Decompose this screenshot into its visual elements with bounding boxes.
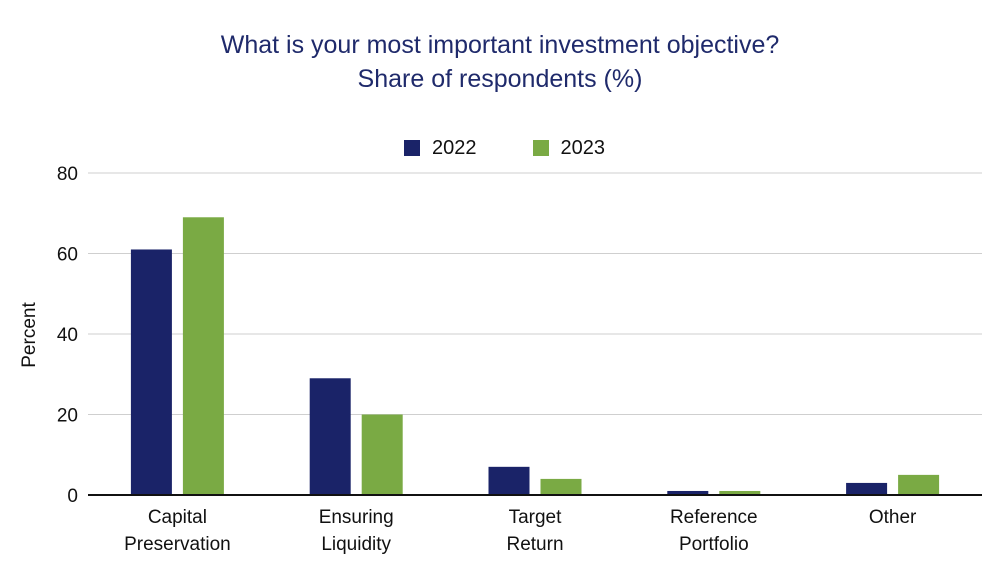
x-category-label: Capital bbox=[148, 507, 207, 528]
legend-label-2023: 2023 bbox=[560, 136, 606, 159]
y-tick-label: 60 bbox=[57, 245, 78, 266]
x-category-label: Liquidity bbox=[321, 534, 391, 555]
bar-2023-4 bbox=[898, 474, 940, 495]
bar-2022-4 bbox=[846, 482, 888, 495]
x-category-label: Return bbox=[506, 534, 563, 555]
y-tick-label: 80 bbox=[57, 164, 78, 185]
bar-2022-1 bbox=[309, 378, 351, 495]
x-category-label: Target bbox=[509, 507, 563, 528]
legend: 2022 2023 bbox=[404, 136, 661, 160]
x-category-label: Preservation bbox=[124, 534, 231, 555]
x-category-label: Ensuring bbox=[319, 507, 394, 528]
bar-2023-0 bbox=[182, 217, 224, 495]
bar-2023-3 bbox=[719, 490, 761, 495]
bar-2023-1 bbox=[361, 414, 403, 495]
chart-title: What is your most important investment o… bbox=[220, 31, 780, 59]
bar-2022-0 bbox=[130, 249, 172, 495]
legend-item-2023: 2023 bbox=[532, 136, 606, 160]
bar-2022-2 bbox=[488, 466, 530, 495]
legend-label-2022: 2022 bbox=[432, 136, 477, 159]
y-tick-label: 40 bbox=[57, 325, 78, 346]
chart-subtitle: Share of respondents (%) bbox=[357, 65, 643, 93]
x-category-label: Other bbox=[869, 507, 917, 528]
bar-2022-3 bbox=[667, 490, 709, 495]
legend-swatch-2023 bbox=[532, 140, 549, 156]
y-tick-label: 0 bbox=[67, 486, 78, 507]
legend-item-2022: 2022 bbox=[404, 137, 477, 160]
x-category-label: Reference bbox=[670, 507, 758, 528]
legend-swatch-2022 bbox=[404, 140, 420, 156]
bar-2023-2 bbox=[540, 478, 582, 495]
y-tick-label: 20 bbox=[57, 406, 78, 427]
x-category-label: Portfolio bbox=[679, 534, 749, 555]
